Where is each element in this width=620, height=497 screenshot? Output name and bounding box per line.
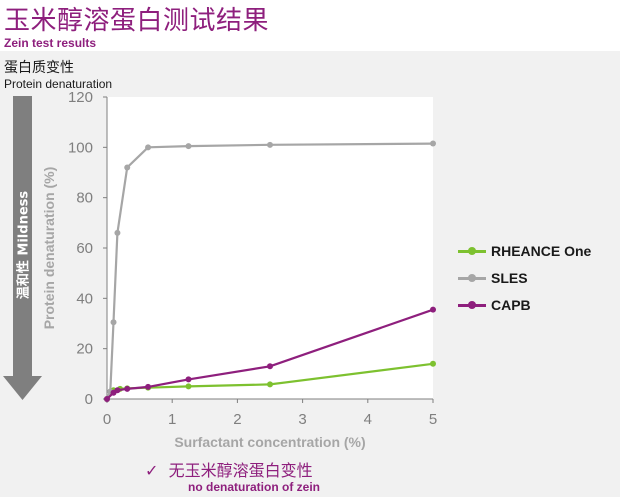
data-point: [185, 143, 192, 150]
x-tick-label: 3: [298, 411, 306, 428]
data-point: [430, 306, 436, 313]
x-axis-label: Surfactant concentration (%): [174, 434, 365, 450]
data-point: [185, 376, 192, 383]
series-capb: [104, 306, 436, 402]
footnote-en: no denaturation of zein: [188, 480, 320, 494]
data-point: [114, 229, 121, 236]
x-tick-label: 2: [233, 411, 241, 428]
data-point: [267, 141, 273, 148]
y-tick-label: 60: [76, 240, 93, 257]
mildness-arrow-icon: [3, 96, 42, 400]
mildness-arrow: [3, 96, 42, 400]
footnote-text-zh: 无玉米醇溶蛋白变性: [168, 461, 313, 480]
legend: RHEANCE One SLES CAPB: [458, 237, 591, 318]
legend-label: RHEANCE One: [491, 242, 592, 259]
y-axis-label: Protein denaturation (%): [41, 167, 57, 330]
data-point: [267, 363, 273, 370]
legend-swatch: [458, 298, 486, 312]
legend-label: CAPB: [491, 296, 531, 313]
page-title: 玉米醇溶蛋白测试结果: [4, 6, 270, 36]
data-point: [104, 396, 110, 402]
y-axis-heading-en: Protein denaturation: [4, 77, 113, 91]
y-tick-label: 20: [76, 341, 93, 358]
y-tick-label: 80: [76, 190, 93, 207]
x-tick-label: 0: [103, 411, 111, 428]
x-tick-label: 4: [364, 411, 372, 428]
y-tick-label: 40: [76, 290, 93, 307]
data-point: [430, 360, 436, 367]
page-subtitle: Zein test results: [4, 36, 97, 50]
data-point: [124, 385, 131, 392]
data-point: [145, 383, 152, 390]
data-point: [267, 381, 273, 388]
legend-item-sles: SLES: [458, 264, 591, 291]
legend-item-rheance-one: RHEANCE One: [458, 237, 591, 264]
data-point: [114, 387, 121, 394]
check-icon: ✓: [145, 461, 159, 480]
data-point: [110, 319, 117, 326]
data-point: [145, 144, 152, 151]
series-layer: [104, 140, 436, 402]
legend-label: SLES: [491, 269, 528, 286]
legend-swatch: [458, 271, 486, 285]
y-tick-label: 120: [68, 89, 93, 106]
x-tick-label: 5: [429, 411, 437, 428]
y-axis-heading-zh: 蛋白质变性: [4, 60, 74, 76]
legend-swatch: [458, 244, 486, 258]
data-point: [124, 164, 131, 171]
data-point: [185, 383, 192, 390]
legend-item-capb: CAPB: [458, 291, 591, 318]
axes: 0 20 40 60 80 100 120 0 1 2 3 4 5: [68, 89, 437, 428]
x-tick-label: 1: [168, 411, 176, 428]
y-tick-label: 0: [85, 391, 93, 408]
y-tick-label: 100: [68, 139, 93, 156]
footnote-zh: ✓ 无玉米醇溶蛋白变性: [145, 457, 313, 481]
mildness-label: 温和性 Mildness: [16, 190, 32, 300]
data-point: [430, 140, 436, 147]
